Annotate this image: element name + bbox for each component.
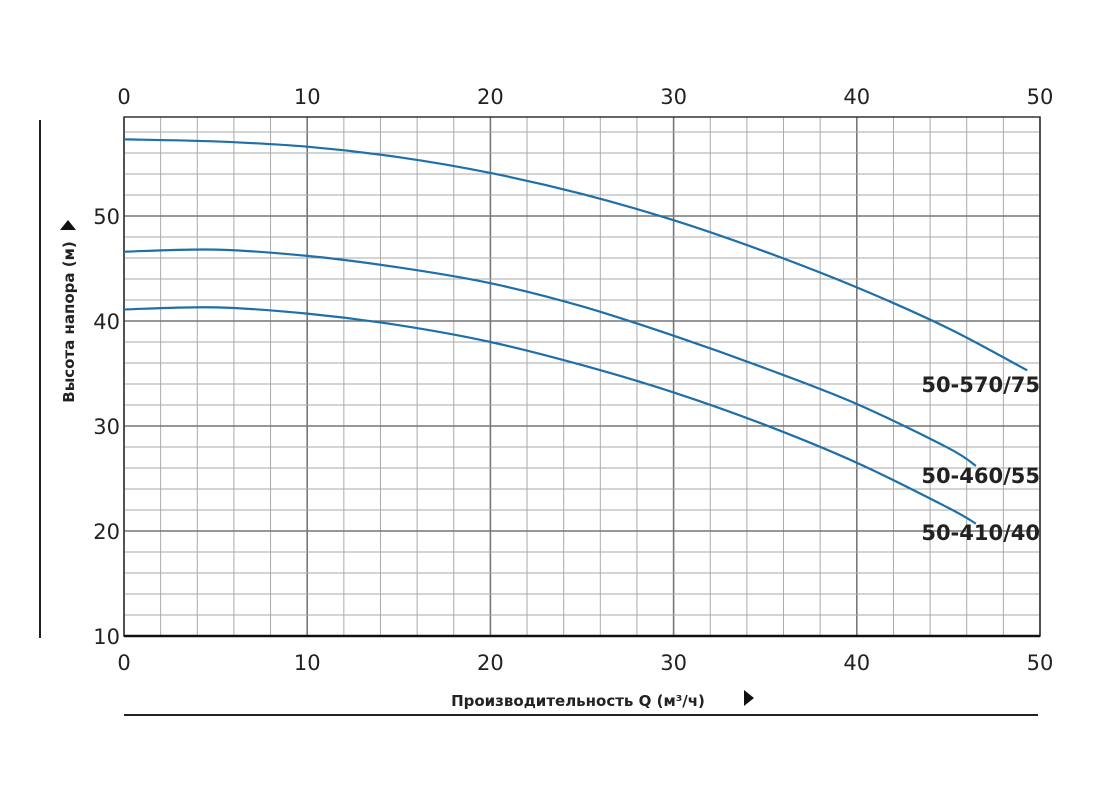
- y-tick-label: 10: [93, 625, 120, 649]
- y-tick-label: 40: [93, 310, 120, 334]
- y-tick-label: 20: [93, 520, 120, 544]
- series-label: 50-460/55: [921, 464, 1040, 488]
- x-tick-label-top: 0: [117, 85, 130, 109]
- curves: [123, 138, 1028, 525]
- x-axis-label: Производительность Q (м³/ч): [451, 692, 705, 710]
- series-line-50-410/40: [123, 306, 977, 525]
- x-tick-label: 10: [294, 651, 321, 675]
- series-labels: 50-570/75 50-460/55 50-410/40: [921, 373, 1040, 545]
- x-tick-label-top: 20: [477, 85, 504, 109]
- y-tick-label: 30: [93, 415, 120, 439]
- x-tick-label: 30: [660, 651, 687, 675]
- y-axis-label: Высота напора (м): [60, 241, 78, 402]
- x-tick-label-top: 30: [660, 85, 687, 109]
- x-tick-label-top: 10: [294, 85, 321, 109]
- y-tick-label: 50: [93, 205, 120, 229]
- series-label: 50-410/40: [921, 521, 1040, 545]
- series-label: 50-570/75: [921, 373, 1040, 397]
- x-tick-label: 50: [1027, 651, 1054, 675]
- series-line-50-460/55: [123, 248, 977, 467]
- x-axis-arrow-icon: [744, 690, 754, 706]
- y-axis-arrow-icon: [60, 220, 76, 230]
- x-tick-label: 20: [477, 651, 504, 675]
- series-line-50-570/75: [123, 138, 1028, 372]
- grid: [123, 116, 1041, 638]
- x-tick-label: 40: [843, 651, 870, 675]
- x-tick-label-top: 40: [843, 85, 870, 109]
- x-tick-label-top: 50: [1027, 85, 1054, 109]
- x-tick-label: 0: [117, 651, 130, 675]
